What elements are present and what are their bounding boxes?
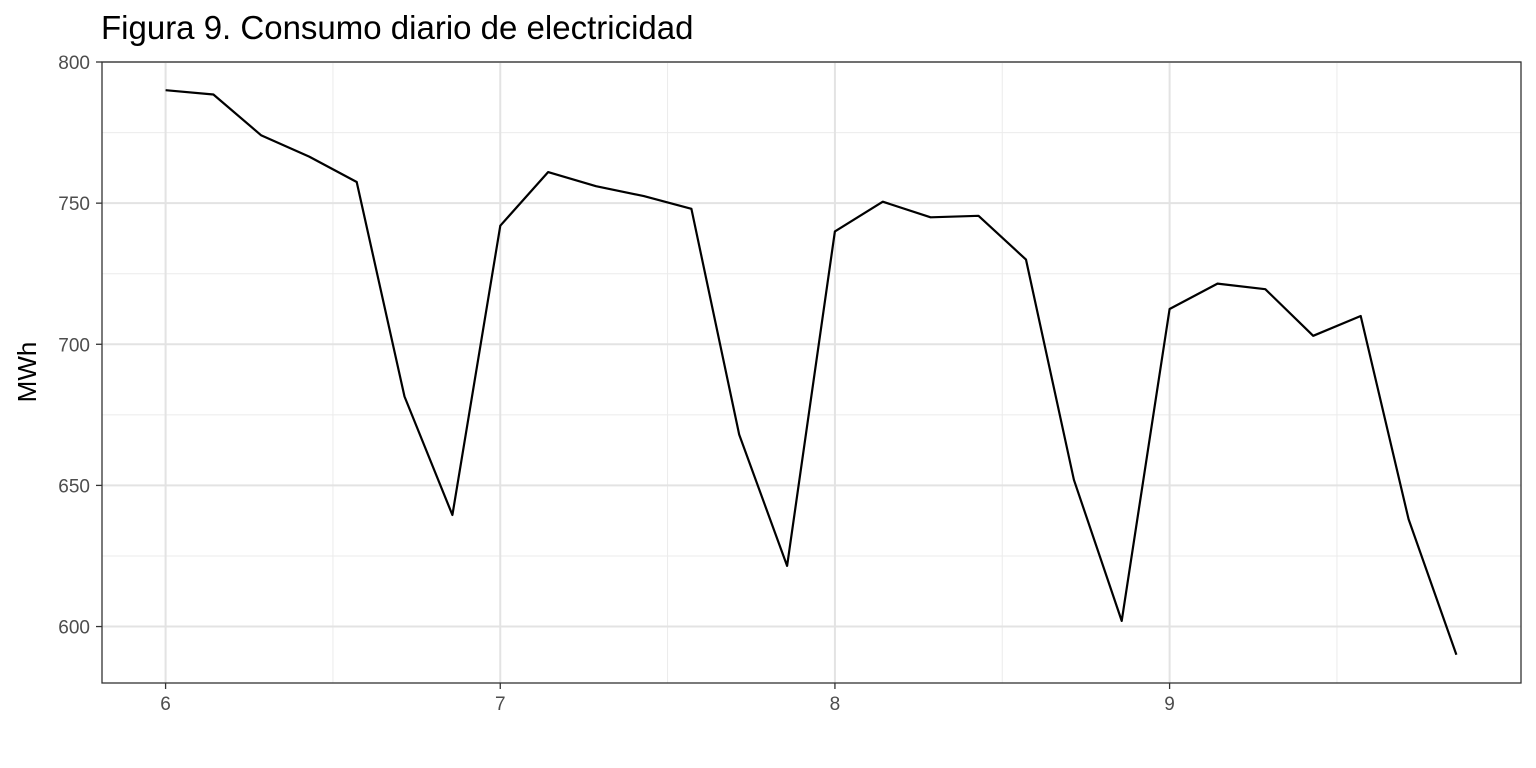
x-tick-label: 7: [495, 694, 506, 715]
chart-title: Figura 9. Consumo diario de electricidad: [101, 9, 693, 46]
y-tick-label: 800: [58, 53, 90, 74]
x-tick-label: 9: [1164, 694, 1175, 715]
y-tick-label: 700: [58, 335, 90, 356]
plot-background: [102, 62, 1521, 683]
plot-border: [101, 61, 1522, 684]
y-tick-label: 750: [58, 194, 90, 215]
y-axis-label: MWh: [12, 342, 42, 403]
plot-panel: 600 650 700 750 800 6 7 8 9: [58, 53, 1522, 715]
y-tick-label: 600: [58, 618, 90, 639]
series-line-0: [165, 89, 1458, 656]
x-tick-label: 8: [830, 694, 841, 715]
y-tick-label: 650: [58, 476, 90, 497]
x-tick-label: 6: [160, 694, 171, 715]
